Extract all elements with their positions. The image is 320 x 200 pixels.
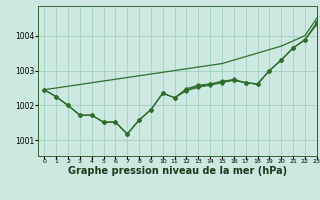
X-axis label: Graphe pression niveau de la mer (hPa): Graphe pression niveau de la mer (hPa)	[68, 166, 287, 176]
